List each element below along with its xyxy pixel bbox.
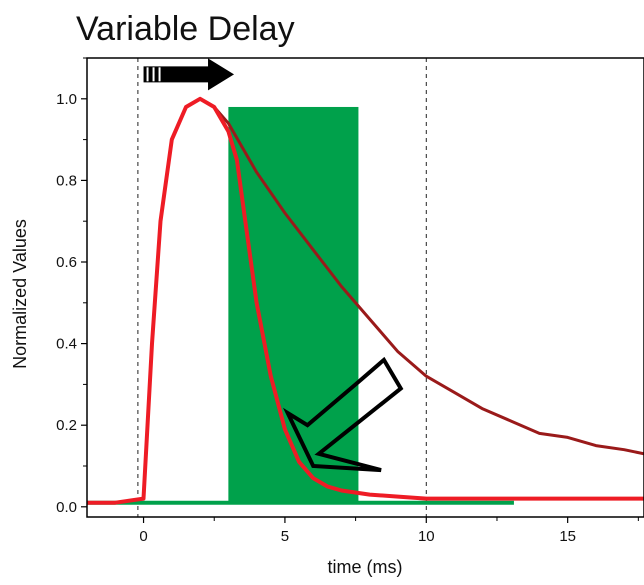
y-tick-label: 0.4	[56, 336, 77, 353]
x-tick-label: 10	[418, 528, 435, 545]
plot-area: 0 5 10 15 0.0 0.2 0.4 0.6 0.8 1.0	[56, 57, 644, 545]
y-tick-label: 1.0	[56, 91, 77, 108]
x-tick-label: 15	[559, 528, 576, 545]
x-axis-label: time (ms)	[328, 557, 403, 577]
decay-arrow	[282, 356, 404, 473]
y-axis-label: Normalized Values	[10, 219, 30, 369]
x-tick-label: 5	[281, 528, 289, 545]
series-line-bright-red	[87, 96, 644, 505]
plot-frame	[86, 57, 644, 518]
y-tick-label: 0.8	[56, 172, 77, 189]
y-tick-label: 0.6	[56, 254, 77, 271]
x-tick-label: 0	[139, 528, 147, 545]
progress-arrow	[143, 58, 235, 91]
pulse-block	[228, 106, 359, 503]
chart-title: Variable Delay	[76, 10, 295, 48]
y-tick-label: 0.2	[56, 417, 77, 434]
y-tick-label: 0.0	[56, 499, 77, 516]
